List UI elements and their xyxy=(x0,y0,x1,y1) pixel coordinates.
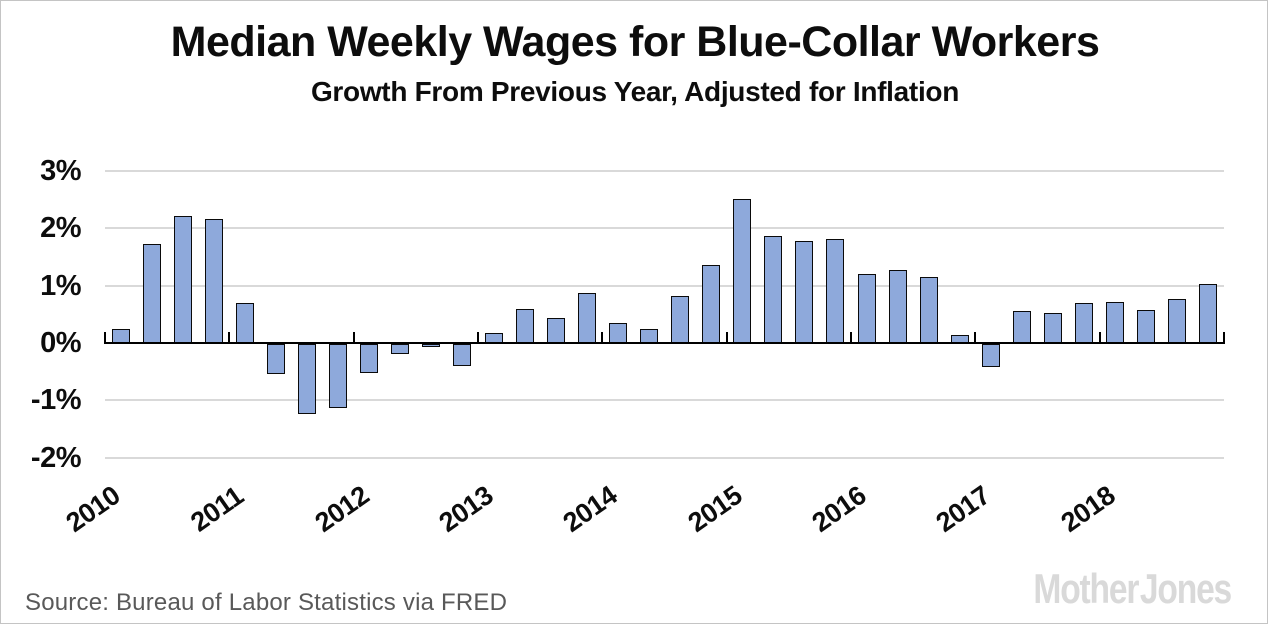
bar xyxy=(733,198,752,343)
bar xyxy=(826,239,845,343)
brand-logo: Mother Jones xyxy=(1033,565,1232,612)
bar xyxy=(1044,313,1063,343)
x-axis-label: 2013 xyxy=(433,480,499,538)
bar xyxy=(1137,309,1156,343)
bar xyxy=(702,265,721,343)
bar xyxy=(1012,310,1031,343)
x-axis-label: 2010 xyxy=(60,480,126,538)
axis-tick xyxy=(1223,332,1225,343)
x-axis-label: 2015 xyxy=(682,480,748,538)
bar xyxy=(671,296,690,343)
bar xyxy=(919,277,938,343)
bar xyxy=(1168,299,1187,343)
bar xyxy=(981,344,1000,368)
bar xyxy=(639,328,658,343)
axis-tick xyxy=(725,332,728,343)
bar xyxy=(608,322,627,343)
gridline xyxy=(105,170,1224,173)
bar xyxy=(888,270,907,343)
bar xyxy=(422,344,441,348)
source-note: Source: Bureau of Labor Statistics via F… xyxy=(25,589,508,616)
chart-title: Median Weekly Wages for Blue-Collar Work… xyxy=(170,18,1100,66)
x-axis-label: 2016 xyxy=(806,480,872,538)
bar xyxy=(391,344,410,354)
bar xyxy=(1075,302,1094,343)
axis-tick xyxy=(1098,332,1101,343)
bar xyxy=(360,344,379,374)
bar xyxy=(266,344,285,375)
x-axis-label: 2012 xyxy=(309,480,375,538)
x-axis-line xyxy=(104,342,1225,344)
y-axis-label: -2% xyxy=(30,441,82,474)
axis-tick xyxy=(104,332,106,343)
bar xyxy=(795,241,814,343)
bar xyxy=(298,344,317,414)
y-axis-label: 3% xyxy=(40,155,81,188)
bar xyxy=(142,244,161,343)
x-axis-label: 2018 xyxy=(1055,480,1121,538)
bar xyxy=(453,344,472,366)
y-axis-label: 1% xyxy=(40,269,81,302)
axis-tick xyxy=(601,332,604,343)
bar xyxy=(329,344,348,409)
bar xyxy=(1106,302,1125,343)
bar xyxy=(1199,283,1218,343)
gridline xyxy=(105,456,1224,459)
gridline xyxy=(105,399,1224,402)
bar xyxy=(515,308,534,343)
bar xyxy=(173,215,192,343)
bar xyxy=(577,293,596,343)
bar xyxy=(111,328,130,343)
gridline xyxy=(105,227,1224,230)
x-axis-label: 2017 xyxy=(930,480,996,538)
bar xyxy=(204,219,223,343)
axis-tick xyxy=(352,332,355,343)
bar xyxy=(235,303,254,343)
axis-tick xyxy=(974,332,977,343)
axis-tick xyxy=(477,332,479,343)
y-axis-label: -1% xyxy=(30,384,82,417)
bar xyxy=(546,318,565,343)
axis-tick xyxy=(228,332,231,343)
chart-subtitle: Growth From Previous Year, Adjusted for … xyxy=(310,76,960,107)
axis-tick xyxy=(850,332,852,343)
x-axis-label: 2014 xyxy=(557,480,623,538)
y-axis-label: 0% xyxy=(40,327,81,359)
bar xyxy=(857,273,876,343)
y-axis-label: 2% xyxy=(40,212,81,245)
bar xyxy=(764,236,783,343)
gridline xyxy=(105,284,1224,287)
x-axis-label: 2011 xyxy=(185,480,250,538)
